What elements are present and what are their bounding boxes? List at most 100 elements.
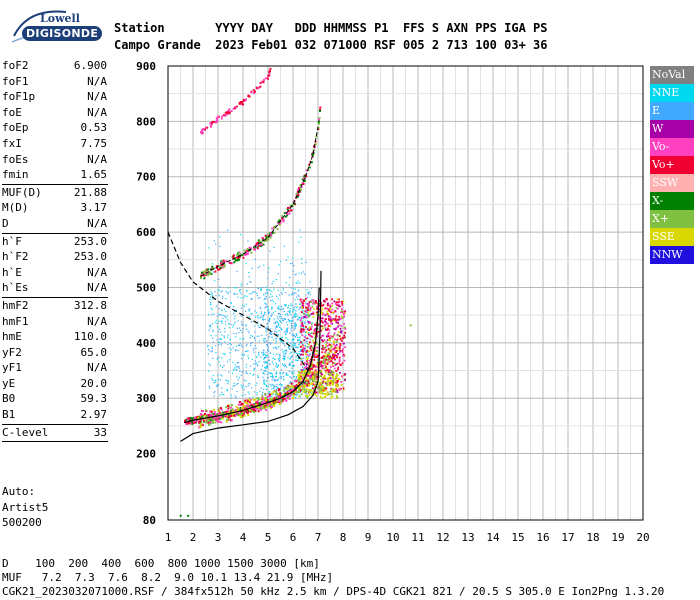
echo-point	[300, 353, 302, 356]
echo-point	[322, 334, 325, 337]
echo-point	[306, 309, 309, 311]
echo-point	[248, 397, 251, 399]
echo-point	[305, 390, 308, 392]
echo-point	[306, 340, 308, 342]
echo-point	[271, 331, 273, 333]
echo-point	[314, 391, 316, 394]
echo-point	[198, 421, 201, 424]
echo-point	[307, 380, 310, 383]
echo-point	[285, 366, 288, 368]
echo-point	[343, 312, 346, 315]
echo-point	[253, 325, 256, 327]
echo-point	[293, 370, 295, 372]
echo-point	[285, 337, 287, 339]
echo-point	[278, 316, 281, 318]
echo-point	[343, 315, 346, 318]
echo-point	[277, 324, 279, 327]
echo-point	[315, 371, 318, 374]
echo-point	[282, 287, 284, 289]
echo-point	[290, 209, 293, 212]
echo-point	[241, 402, 244, 405]
echo-point	[328, 384, 331, 386]
echo-point	[262, 351, 265, 354]
x-tick-label: 16	[536, 531, 549, 544]
echo-point	[297, 280, 299, 282]
echo-point	[268, 74, 271, 77]
echo-point	[309, 281, 311, 283]
echo-point	[330, 322, 333, 325]
echo-point	[209, 414, 212, 417]
echo-point	[329, 374, 332, 377]
echo-point	[322, 389, 324, 392]
echo-point	[329, 380, 332, 383]
echo-point	[274, 380, 277, 382]
echo-point	[264, 292, 267, 294]
echo-point	[279, 392, 282, 395]
echo-point	[218, 289, 220, 291]
echo-point	[307, 373, 310, 375]
echo-point	[305, 388, 308, 390]
autoscaling-info: Auto: Artist5 500200	[2, 484, 48, 531]
echo-point	[332, 362, 334, 364]
echo-point	[278, 401, 281, 404]
echo-point	[227, 112, 230, 115]
echo-point	[301, 306, 303, 309]
echo-point	[244, 406, 247, 409]
echo-point	[334, 363, 337, 366]
echo-point	[220, 408, 223, 411]
echo-point	[342, 317, 344, 320]
echo-point	[280, 305, 283, 308]
echo-point	[315, 352, 318, 355]
param-row: B0 59.3	[2, 391, 108, 407]
echo-point	[287, 307, 289, 309]
echo-point	[232, 326, 234, 328]
echo-point	[292, 388, 295, 391]
echo-point	[304, 370, 307, 373]
echo-point	[207, 346, 209, 348]
echo-point	[314, 366, 317, 368]
echo-point	[314, 328, 317, 331]
echo-point	[258, 402, 261, 405]
param-label: C-level	[2, 425, 49, 439]
param-label: hmF1	[2, 314, 29, 328]
echo-point	[237, 412, 240, 415]
echo-point	[292, 386, 295, 389]
echo-point	[275, 321, 277, 323]
echo-point	[188, 419, 191, 422]
echo-point	[331, 305, 333, 308]
echo-point	[261, 401, 264, 404]
echo-point	[275, 328, 277, 330]
param-label: h`F	[2, 234, 22, 248]
echo-point	[314, 384, 316, 387]
echo-point	[294, 389, 297, 392]
echo-point	[291, 262, 293, 265]
echo-point	[224, 412, 227, 415]
echo-point	[230, 262, 233, 265]
echo-point	[271, 379, 273, 381]
echo-point	[217, 330, 219, 333]
echo-point	[299, 300, 302, 303]
echo-point	[253, 90, 256, 93]
echo-point	[272, 301, 275, 303]
echo-point	[278, 320, 281, 322]
echo-point	[329, 349, 332, 352]
echo-point	[279, 339, 281, 341]
echo-point	[277, 334, 280, 336]
echo-point	[248, 309, 250, 311]
echo-point	[303, 299, 306, 302]
echo-point	[299, 332, 301, 334]
logo-lowell-text: Lowell	[40, 12, 80, 25]
echo-point	[249, 405, 252, 408]
echo-point	[289, 308, 291, 310]
echo-point	[298, 389, 301, 392]
echo-point	[314, 386, 317, 388]
echo-point	[309, 293, 311, 296]
echo-point	[277, 389, 280, 392]
echo-point	[242, 412, 245, 415]
echo-point	[204, 273, 207, 276]
echo-point	[323, 367, 325, 370]
echo-point	[284, 363, 286, 365]
echo-point	[338, 298, 340, 301]
echo-point	[313, 329, 316, 332]
echo-point	[193, 420, 196, 423]
